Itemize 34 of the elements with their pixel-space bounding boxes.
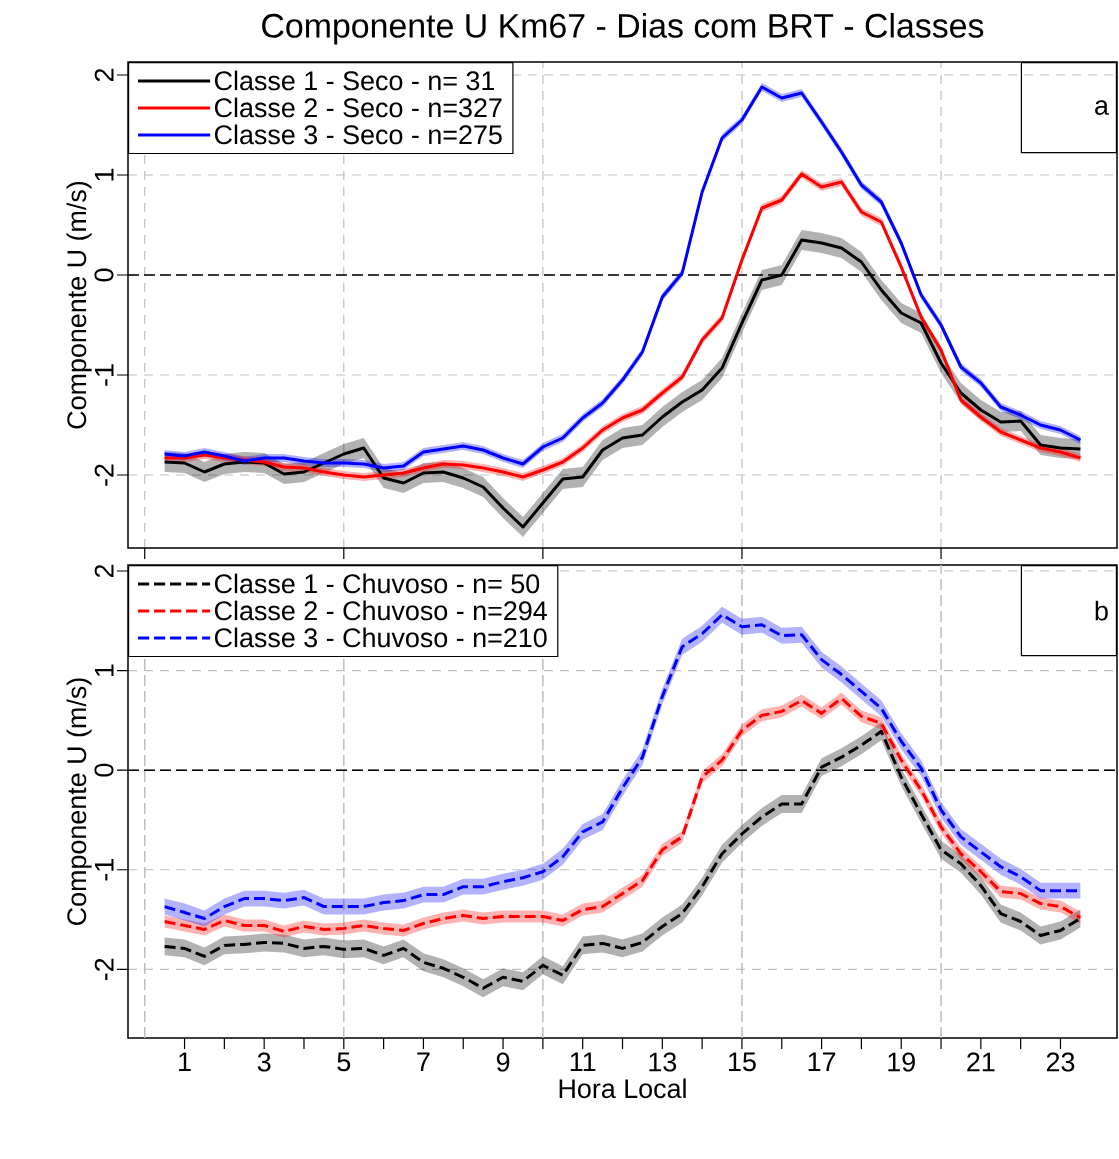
chart-title: Componente U Km67 - Dias com BRT - Classes	[262, 12, 984, 45]
x-tick-label: 17	[808, 1052, 836, 1072]
annotation: a	[1095, 100, 1109, 115]
x-tick-label: 15	[729, 1052, 756, 1072]
x-axis-title: Hora Local	[559, 1078, 686, 1099]
x-tick-label: 21	[967, 1052, 995, 1072]
y-tick-label: -1	[94, 364, 114, 386]
y-tick-label: -1	[94, 859, 114, 881]
y-tick-label: 0	[94, 268, 114, 282]
x-tick-label: 11	[570, 1052, 596, 1072]
x-tick-label: 9	[496, 1052, 510, 1072]
y-tick-label: 1	[94, 168, 114, 181]
y-tick-label: 2	[94, 68, 114, 82]
y-tick-label: -2	[94, 464, 114, 486]
x-tick-label: 23	[1046, 1052, 1075, 1072]
x-tick-label: 13	[649, 1052, 677, 1072]
legend-label: Classe 2 - Seco - n=327	[214, 97, 502, 118]
legend-label: Classe 3 - Seco - n=275	[214, 124, 502, 145]
legend-label: Classe 2 - Chuvoso - n=294	[214, 600, 547, 621]
y-tick-label: 0	[94, 763, 114, 777]
y-tick-label: 1	[94, 664, 114, 676]
x-tick-label: 19	[888, 1052, 915, 1072]
y-tick-label: -2	[94, 958, 114, 981]
annotation: b	[1095, 600, 1108, 621]
y-tick-label: 2	[94, 564, 114, 578]
x-tick-label: 1	[179, 1052, 191, 1072]
legend-label: Classe 3 - Chuvoso - n=210	[214, 627, 547, 648]
y-axis-title: Componente U (m/s)	[66, 181, 92, 429]
legend-label: Classe 1 - Chuvoso - n= 50	[214, 573, 540, 594]
legend-label: Classe 1 - Seco - n= 31	[214, 70, 495, 91]
x-tick-label: 3	[257, 1052, 271, 1072]
x-tick-label: 5	[337, 1052, 351, 1072]
y-axis-title: Componente U (m/s)	[66, 678, 92, 925]
x-tick-label: 7	[417, 1052, 430, 1072]
